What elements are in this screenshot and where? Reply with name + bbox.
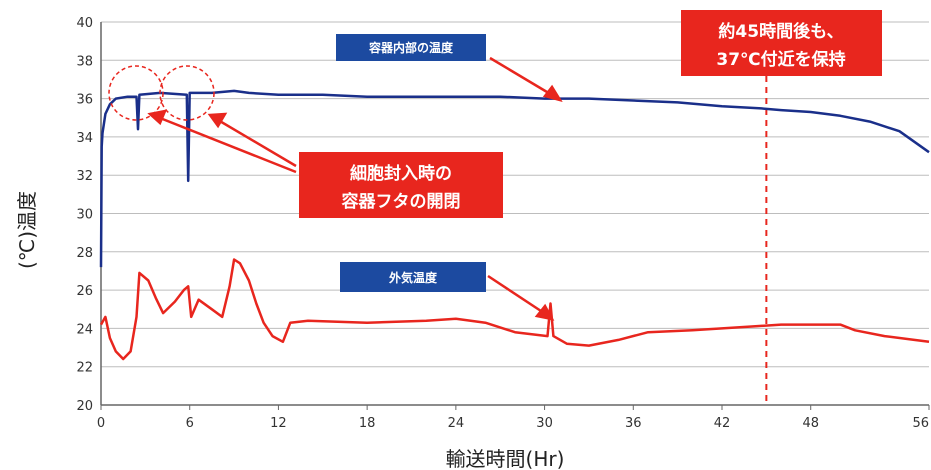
arrow-inner-label-head — [542, 84, 563, 103]
lid-opening-box — [299, 152, 503, 218]
y-tick-label: 40 — [76, 16, 93, 31]
x-tick-label: 24 — [448, 416, 465, 431]
series-lines — [99, 89, 930, 361]
y-tick-label: 22 — [76, 361, 93, 376]
x-tick-label: 42 — [714, 416, 731, 431]
y-tick-label: 34 — [76, 131, 93, 146]
y-tick-label: 28 — [76, 246, 93, 261]
x-tick-label: 6 — [186, 416, 194, 431]
x-tick-labels: 0 6 12 18 24 30 36 42 48 56 — [97, 416, 929, 431]
hold-note-line1: 約45時間後も、 — [718, 21, 843, 42]
y-tick-label: 30 — [76, 208, 93, 223]
lid-opening-line2: 容器フタの開閉 — [342, 191, 461, 212]
x-tick-label: 36 — [625, 416, 642, 431]
inner-temperature-line — [99, 89, 930, 268]
y-axis-title: (℃)温度 — [15, 191, 39, 269]
arrow-outer-label-head — [534, 303, 555, 321]
y-tick-label: 26 — [76, 284, 93, 299]
arrow-outer-label — [487, 274, 545, 315]
lid-opening-line1: 細胞封入時の — [350, 163, 452, 184]
y-tick-label: 24 — [76, 322, 93, 337]
hold-note-box — [681, 10, 882, 76]
y-tick-label: 32 — [76, 169, 93, 184]
x-axis-title: 輸送時間(Hr) — [446, 447, 565, 470]
x-tick-label: 48 — [802, 416, 819, 431]
grid-lines — [101, 21, 929, 406]
arrow-inner-label — [489, 56, 553, 97]
lid-opening-circle-2 — [159, 65, 215, 121]
y-tick-labels: 20 22 24 26 28 30 32 34 36 38 40 — [76, 16, 93, 414]
inner-temp-label: 容器内部の温度 — [368, 40, 454, 55]
arrow-opening-1-head — [147, 109, 168, 126]
y-tick-label: 36 — [76, 93, 93, 108]
outer-temperature-line — [99, 258, 930, 361]
outer-temp-label: 外気温度 — [389, 270, 438, 285]
inner-temp-label-box — [336, 34, 486, 61]
x-tick-label: 18 — [359, 416, 376, 431]
lid-opening-circle-1 — [108, 65, 164, 121]
axes — [100, 22, 930, 410]
arrow-opening-1 — [159, 116, 297, 174]
arrow-opening-2-head — [207, 112, 228, 129]
y-tick-label: 38 — [76, 54, 93, 69]
x-tick-label: 30 — [536, 416, 553, 431]
x-tick-label: 56 — [912, 416, 929, 431]
x-tick-label: 0 — [97, 416, 105, 431]
arrow-opening-2 — [217, 118, 297, 168]
annotation-arrows — [147, 56, 563, 321]
y-tick-label: 20 — [76, 399, 93, 414]
outer-temp-label-box — [340, 262, 486, 292]
hold-note-line2: 37℃付近を保持 — [716, 49, 845, 70]
x-tick-label: 12 — [270, 416, 287, 431]
